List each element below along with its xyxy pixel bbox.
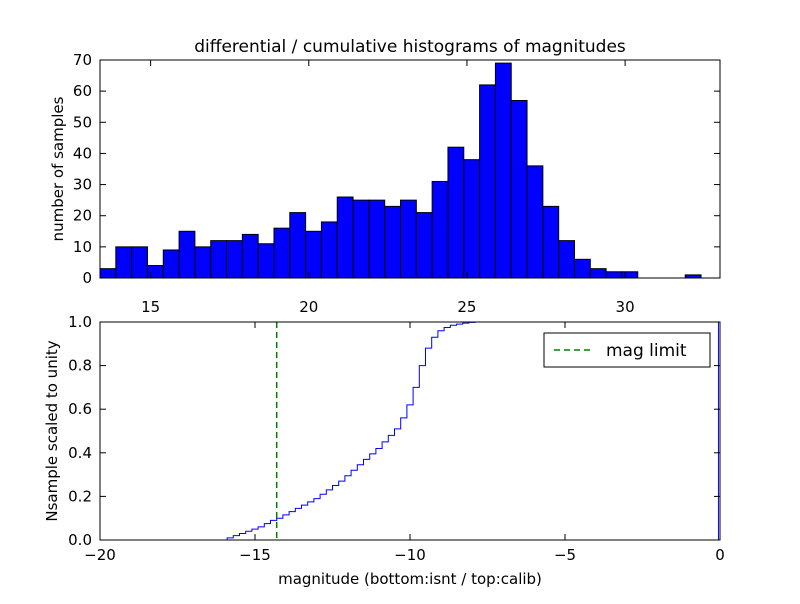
legend: mag limit [543,332,711,368]
histogram-bar [289,212,307,279]
histogram-bar [99,268,117,279]
top-y-axis-label: number of samples [49,96,67,241]
histogram-bar [305,230,322,279]
histogram-bar [415,212,433,279]
legend-box [543,332,711,368]
histogram-bar [558,240,575,279]
histogram-bar [146,265,164,279]
y-tick-label: 1.0 [68,313,92,331]
x-tick-label: 30 [616,298,635,316]
x-tick-label: −10 [394,546,426,564]
x-tick-label: −5 [554,546,576,564]
histogram-bar [589,268,607,279]
histogram-bar [400,199,417,279]
y-tick-label: 0.2 [68,487,92,505]
bottom-y-ticks: 0.0 0.2 0.4 0.6 0.8 1.0 [68,313,720,549]
x-tick-label: 20 [299,298,318,316]
cumulative-histogram-panel: −20 −15 −10 −5 0 0.0 0.2 0.4 0.6 0.8 1.0 magnitud… [43,313,725,588]
histogram-bar [194,246,212,279]
histogram-bar [352,199,370,279]
histogram-bar [178,230,196,279]
chart-title: differential / cumulative histograms of … [194,37,626,57]
histogram-bar [447,146,465,279]
histogram-bar [368,199,386,279]
histogram-bar [526,165,544,279]
histogram-bar [162,249,180,279]
y-tick-label: 0 [82,269,92,287]
histogram-bar [131,246,148,279]
y-tick-label: 0.6 [68,400,92,418]
histogram-bar [115,246,133,279]
y-tick-label: 10 [73,238,92,256]
histogram-bar [494,62,512,279]
differential-histogram-panel: differential / cumulative histograms of … [49,37,721,316]
y-tick-label: 0.0 [68,531,92,549]
histogram-bar [605,271,623,279]
histogram-bars [99,62,702,279]
x-tick-label: 0 [715,546,725,564]
y-tick-label: 30 [73,176,92,194]
histogram-bar [621,271,639,279]
x-tick-label: −15 [239,546,271,564]
y-tick-label: 0.8 [68,357,92,375]
histogram-bar [320,221,338,279]
histogram-bar [336,196,354,279]
x-tick-label: 25 [457,298,476,316]
cumulative-line [100,321,719,541]
legend-label: mag limit [606,341,687,361]
y-tick-label: 0.4 [68,444,92,462]
histogram-bar [241,233,259,279]
top-x-ticks: 15 20 25 30 [141,60,635,316]
y-tick-label: 20 [73,207,92,225]
y-tick-label: 70 [73,51,92,69]
top-y-ticks: 0 10 20 30 40 50 60 70 [73,51,720,287]
histogram-bar [510,99,528,279]
histogram-bar [463,159,481,279]
y-tick-label: 40 [73,144,92,162]
histogram-bar [210,240,228,279]
histogram-bar [384,205,402,279]
top-axes-frame [99,59,721,279]
bottom-x-axis-label: magnitude (bottom:isnt / top:calib) [278,570,542,588]
histogram-bar [431,180,449,279]
histogram-bar [226,240,243,279]
bottom-x-ticks: −20 −15 −10 −5 0 [84,322,725,564]
histogram-bar [542,205,560,279]
x-tick-label: 15 [141,298,160,316]
bottom-y-axis-label: Nsample scaled to unity [43,340,61,521]
histogram-bar [273,227,291,279]
y-tick-label: 60 [73,82,92,100]
histogram-bar [257,243,275,279]
x-tick-label: −20 [84,546,116,564]
y-tick-label: 50 [73,113,92,131]
histogram-bar [479,84,496,279]
histogram-bar [573,258,591,279]
